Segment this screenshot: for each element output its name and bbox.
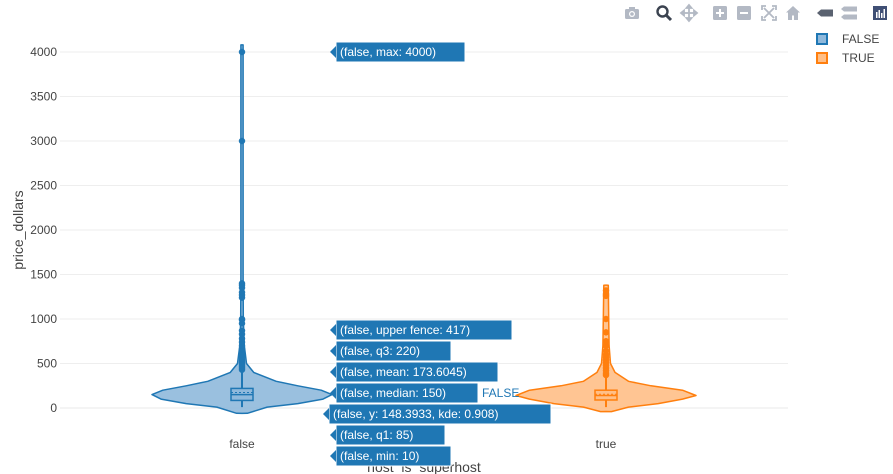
hover-label: (false, max: 4000) [330,41,466,63]
outlier-point [238,327,246,334]
hover-pointer [330,429,336,441]
violin-true[interactable] [515,284,697,413]
hover-text: (false, y: 148.3933, kde: 0.908) [333,407,498,421]
hover-pointer [330,345,336,357]
y-axis-title: price_dollars [10,190,26,269]
hover-pointer [330,46,336,58]
hover-label: (false, q1: 85) [330,424,446,446]
x-tick-labels: false true [229,437,616,451]
outlier-point [238,280,246,287]
hover-pointer [330,366,336,378]
hover-pointer [323,408,329,420]
y-tick-label: 2000 [30,223,57,237]
violin-traces[interactable] [151,44,697,415]
hover-pointer [330,387,336,399]
hover-label: (false, min: 10) [330,445,452,467]
hover-text: (false, min: 10) [340,449,419,463]
x-tick-label: true [596,437,617,451]
legend-label: FALSE [842,32,880,46]
hover-text: (false, max: 4000) [340,45,436,59]
hover-label: (false, q3: 220) [330,340,452,362]
zoom-icon[interactable] [654,3,674,23]
outlier-point [238,315,246,323]
outlier-point [238,48,246,56]
outlier-point [602,315,610,323]
hover-label: (false, upper fence: 417) [330,319,513,341]
plotly-logo-icon[interactable] [870,3,890,23]
outlier-point [602,338,610,345]
outlier-point [238,137,246,145]
y-tick-label: 1500 [30,268,57,282]
y-tick-labels: 0 500 1000 1500 2000 2500 3000 3500 4000 [30,45,57,415]
y-tick-label: 4000 [30,45,57,59]
x-tick-label: false [229,437,255,451]
hover-pointer [330,324,336,336]
violin-false[interactable] [151,44,333,415]
hover-text: (false, upper fence: 417) [340,323,470,337]
hover-text: (false, mean: 173.6045) [340,365,467,379]
autoscale-icon[interactable] [759,3,779,23]
zoom-out-icon[interactable] [734,3,754,23]
reset-axes-icon[interactable] [783,3,803,23]
hover-labels: (false, max: 4000) (false, upper fence: 4… [323,41,552,467]
hover-label: (false, median: 150) FALSE [330,382,519,404]
pan-icon[interactable] [679,3,699,23]
hover-compare-icon[interactable] [839,3,859,23]
y-tick-label: 3500 [30,90,57,104]
hover-label: (false, mean: 173.6045) [330,361,499,383]
hover-closest-icon[interactable] [815,3,835,23]
hover-label: (false, y: 148.3933, kde: 0.908) [323,403,552,425]
y-tick-label: 1000 [30,312,57,326]
hover-text: (false, q3: 220) [340,344,420,358]
legend-label: TRUE [842,51,875,65]
y-tick-label: 2500 [30,179,57,193]
legend-swatch-false [816,33,828,45]
hover-trace-name: FALSE [482,386,519,400]
outlier-point [602,329,610,336]
outlier-point [602,287,610,294]
y-tick-label: 500 [37,357,57,371]
legend-swatch-true [816,52,828,64]
hover-text: (false, median: 150) [340,386,446,400]
hover-text: (false, q1: 85) [340,428,413,442]
camera-icon[interactable] [622,3,642,23]
y-tick-label: 0 [50,401,57,415]
y-tick-label: 3000 [30,134,57,148]
hover-pointer [330,450,336,462]
zoom-in-icon[interactable] [710,3,730,23]
